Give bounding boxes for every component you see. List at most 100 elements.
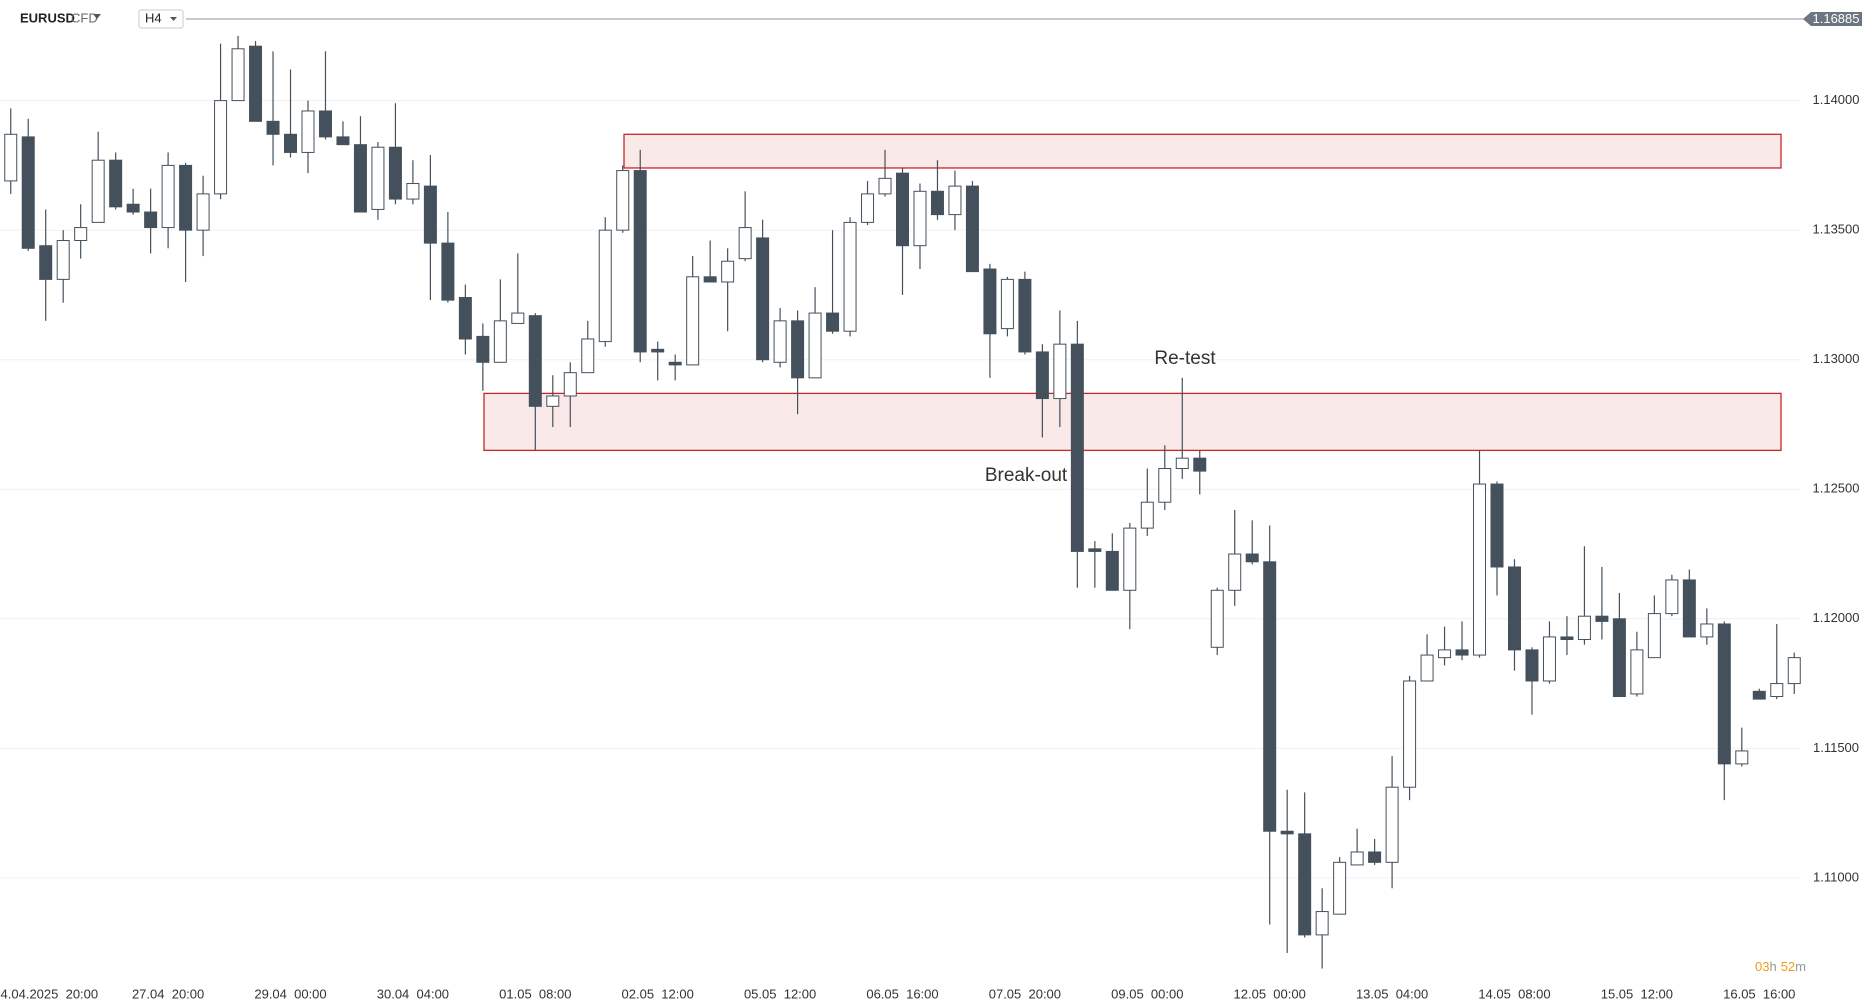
timeframe[interactable]: H4 [145,10,162,25]
candle-body [861,193,875,223]
candle-body [668,361,682,366]
x-tick-label: 24.04.2025 20:00 [0,986,98,1001]
candle-body [1193,457,1207,472]
candle-body [1175,457,1189,470]
symbol-type: CFD [71,10,98,25]
candle-body [1577,615,1591,641]
candle-body [948,185,962,216]
candle-body [616,170,630,231]
zone [623,133,1782,169]
candle-body [703,276,717,283]
x-tick-label: 01.05 08:00 [499,986,571,1001]
y-tick-label: 1.13000 [1813,351,1860,366]
candle-body [1333,861,1347,915]
candle-body [458,297,472,340]
zone [483,392,1782,452]
last-price: 1.16885 [1813,11,1860,26]
candle-body [4,133,18,182]
candle-body [1280,830,1294,835]
candle-body [91,159,105,223]
symbol[interactable]: EURUSD [20,10,75,25]
y-tick-label: 1.12500 [1813,481,1860,496]
candle-body [476,335,490,363]
candle-body [353,144,367,213]
candle-body [126,203,140,213]
symbol-dropdown[interactable] [93,14,101,19]
countdown-m: m [1795,959,1806,974]
candles [4,35,1801,969]
x-tick-label: 30.04 04:00 [377,986,449,1001]
candle-body [336,136,350,146]
candle-body [1647,613,1661,659]
candle-body [1490,483,1504,568]
candle-body [1070,343,1084,552]
candle-body [179,164,193,231]
candle-body [1630,649,1644,695]
x-tick-label: 06.05 16:00 [866,986,938,1001]
candle-body [1053,343,1067,400]
candle-body [528,315,542,407]
candle-body [231,48,245,102]
candle-body [1245,553,1259,563]
candle-body [563,372,577,397]
candle-body [983,268,997,335]
candle-body [756,237,770,361]
candle-body [686,276,700,366]
candle-body [878,177,892,195]
candle-body [1263,561,1277,832]
x-tick-label: 09.05 00:00 [1111,986,1183,1001]
candle-body [965,185,979,273]
candle-body [1700,623,1714,638]
candle-body [651,348,665,353]
candle-body [598,229,612,343]
candle-body [39,245,53,280]
timeframe-box[interactable] [138,9,184,29]
candle-body [1507,566,1521,651]
candle-body [56,240,70,280]
x-tick-label: 29.04 00:00 [254,986,326,1001]
x-tick-label: 02.05 12:00 [622,986,694,1001]
candle-body [791,320,805,379]
candle-body [511,312,525,324]
candle-body [301,110,315,153]
candle-body [738,227,752,260]
candle-body [1735,750,1749,765]
candle-body [1665,579,1679,615]
candle-body [913,190,927,247]
candle-body [773,320,787,363]
candle-body [1035,351,1049,400]
candle-body [493,320,507,363]
countdown-hours: 03 [1755,959,1769,974]
x-tick-label: 27.04 20:00 [132,986,204,1001]
timeframe-dropdown[interactable] [170,17,177,21]
x-tick-label: 14.05 08:00 [1478,986,1550,1001]
y-tick-label: 1.13500 [1813,222,1860,237]
candle-body [144,211,158,229]
candle-body [1752,690,1766,700]
candle-body [581,338,595,374]
candle-body [633,170,647,353]
candle-body [1158,468,1172,503]
candle-body [1140,501,1154,529]
candle-body [1315,911,1329,936]
annotation: Re-test [1154,348,1216,369]
candle-body [266,120,280,135]
candle-body [388,146,402,200]
candle-body [74,227,88,242]
candle-body [1368,851,1382,863]
candle-body [1560,636,1574,641]
candle-body [1350,851,1364,866]
candle-body [1018,278,1032,353]
candle-body [1385,786,1399,863]
x-tick-label: 16.05 16:00 [1723,986,1795,1001]
zones [483,133,1782,452]
countdown-h: h [1769,959,1776,974]
candle-body [371,146,385,210]
candle-body [196,193,210,231]
y-tick-label: 1.14000 [1813,92,1860,107]
candle-body [1525,649,1539,682]
candle-body [1298,833,1312,936]
candle-body [406,183,420,200]
